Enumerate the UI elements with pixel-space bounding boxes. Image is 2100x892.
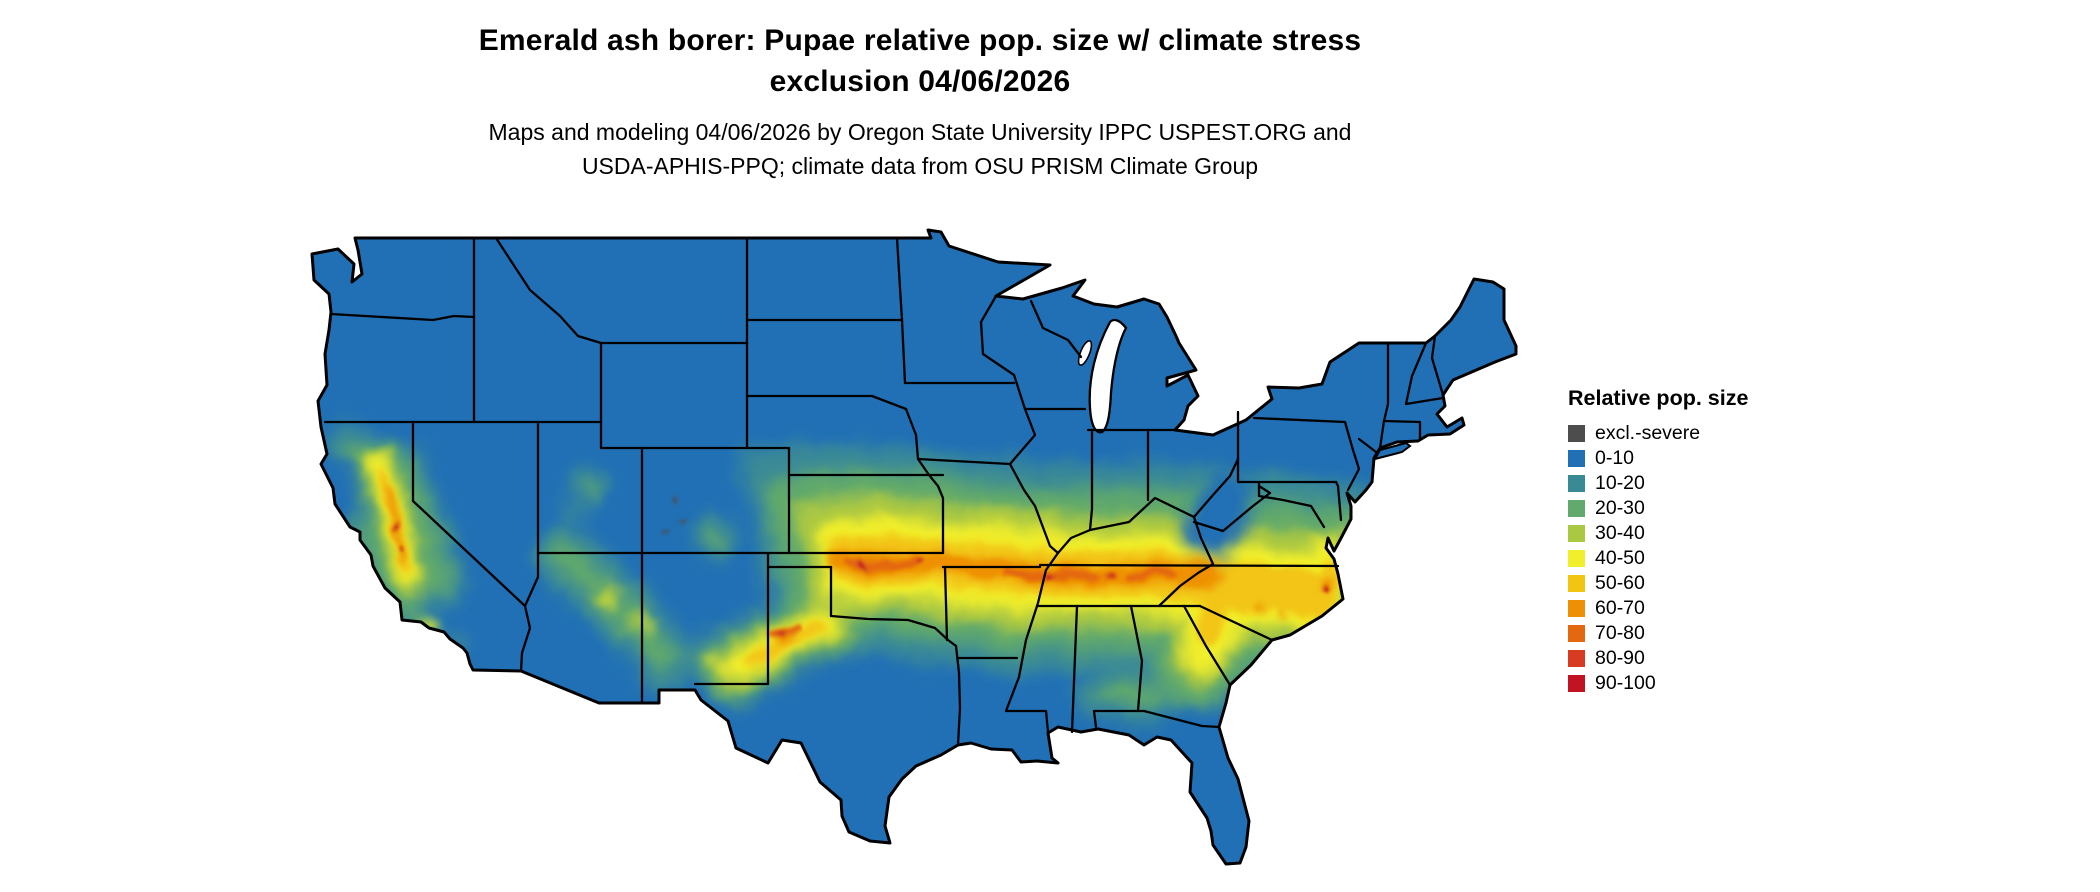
legend-title: Relative pop. size [1568, 386, 1749, 410]
legend-swatch [1568, 600, 1585, 617]
raster-hotspots-layer [395, 497, 1329, 640]
legend-label: 50-60 [1595, 572, 1645, 594]
legend-item: 20-30 [1568, 497, 1748, 519]
legend-label: 80-90 [1595, 647, 1645, 669]
header: Emerald ash borer: Pupae relative pop. s… [220, 20, 1620, 183]
us-outline [310, 228, 1518, 866]
legend-swatch [1568, 425, 1585, 442]
legend-label: excl.-severe [1595, 422, 1701, 444]
legend-item: 30-40 [1568, 522, 1748, 544]
legend-rows: excl.-severe 0-10 10-20 20-30 30-40 40-50 50-6… [1568, 422, 1748, 694]
subtitle-line-1: Maps and modeling 04/06/2026 by Oregon S… [488, 119, 1352, 145]
title-line-1: Emerald ash borer: Pupae relative pop. s… [478, 24, 1362, 57]
page-title: Emerald ash borer: Pupae relative pop. s… [220, 20, 1620, 102]
green-bay [1077, 340, 1093, 366]
legend-swatch [1568, 650, 1585, 667]
legend-item: 80-90 [1568, 647, 1748, 669]
legend-swatch [1568, 575, 1585, 592]
subtitle-line-2: USDA-APHIS-PPQ; climate data from OSU PR… [581, 153, 1259, 179]
title-line-2: exclusion 04/06/2026 [769, 65, 1071, 98]
raster-appalachian-blue [1186, 472, 1254, 558]
legend-item: 60-70 [1568, 597, 1748, 619]
us-map-svg [310, 228, 1518, 866]
legend-item: 90-100 [1568, 672, 1748, 694]
legend-label: 10-20 [1595, 472, 1645, 494]
us-map-figure [308, 228, 1520, 884]
legend-item: 10-20 [1568, 472, 1748, 494]
us-landmass [312, 230, 1516, 864]
legend-item: excl.-severe [1568, 422, 1748, 444]
state-borders [323, 236, 1445, 747]
legend-item: 70-80 [1568, 622, 1748, 644]
legend-swatch [1568, 675, 1585, 692]
legend-item: 50-60 [1568, 572, 1748, 594]
legend-label: 40-50 [1595, 547, 1645, 569]
legend-label: 30-40 [1595, 522, 1645, 544]
legend-swatch [1568, 475, 1585, 492]
legend-swatch [1568, 450, 1585, 467]
legend-label: 60-70 [1595, 597, 1645, 619]
page-subtitle: Maps and modeling 04/06/2026 by Oregon S… [220, 115, 1620, 183]
legend-swatch [1568, 625, 1585, 642]
lake-michigan [1088, 318, 1128, 434]
legend-swatch [1568, 525, 1585, 542]
legend-item: 0-10 [1568, 447, 1748, 469]
legend-label: 70-80 [1595, 622, 1645, 644]
legend-label: 90-100 [1595, 672, 1656, 694]
long-island [1372, 441, 1412, 461]
legend-item: 40-50 [1568, 547, 1748, 569]
legend-swatch [1568, 500, 1585, 517]
legend-swatch [1568, 550, 1585, 567]
map-legend: Relative pop. size excl.-severe 0-10 10-20… [1568, 386, 1748, 700]
legend-label: 20-30 [1595, 497, 1645, 519]
legend-label: 0-10 [1595, 447, 1635, 469]
